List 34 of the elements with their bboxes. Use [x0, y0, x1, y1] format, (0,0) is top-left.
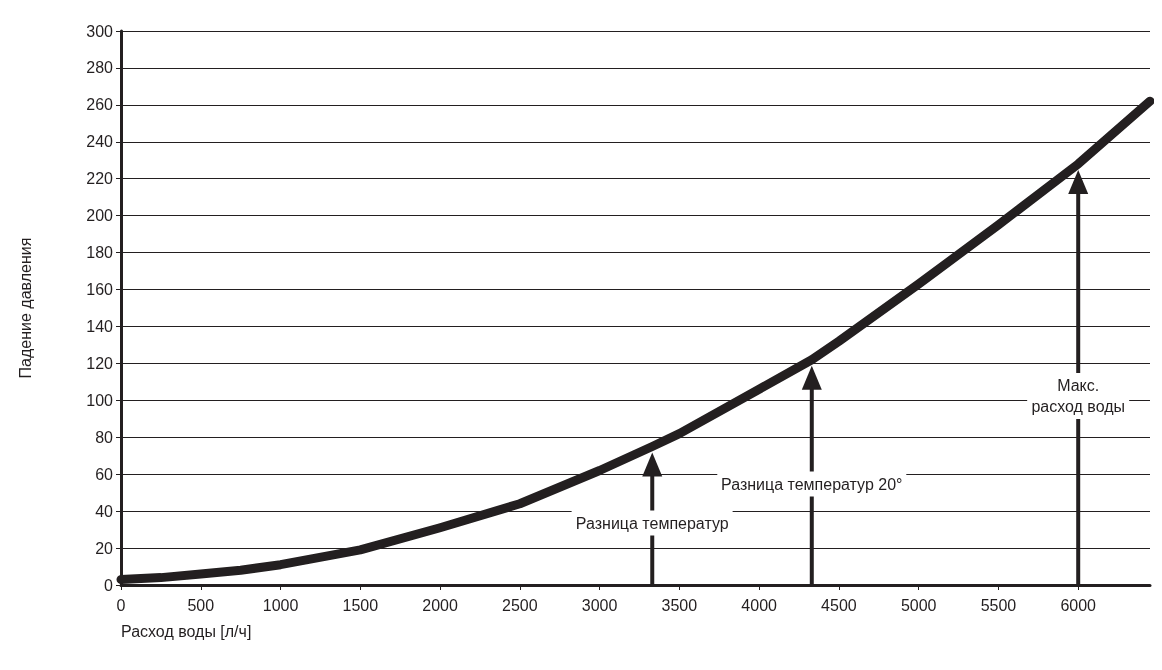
y-tick-label: 220 — [86, 170, 114, 188]
y-tick-label: 0 — [104, 576, 114, 594]
y-tick-label: 20 — [95, 539, 114, 557]
y-tick-label: 160 — [86, 281, 114, 299]
y-tick-label: 120 — [86, 354, 114, 372]
y-tick-label: 60 — [95, 465, 114, 483]
x-tick-label: 1000 — [262, 596, 299, 614]
x-tick-label: 6000 — [1060, 596, 1097, 614]
x-tick-label: 0 — [116, 596, 126, 614]
x-tick-label: 3500 — [661, 596, 698, 614]
y-tick-label: 80 — [95, 428, 114, 446]
y-tick-label: 260 — [86, 96, 114, 114]
x-axis-title: Расход воды [л/ч] — [121, 622, 252, 640]
x-tick-label: 2500 — [502, 596, 538, 614]
y-tick-label: 40 — [95, 502, 114, 520]
x-tick-label: 1500 — [342, 596, 379, 614]
x-tick-label: 2000 — [422, 596, 458, 614]
y-tick-label: 100 — [86, 391, 114, 409]
y-tick-label: 300 — [86, 22, 114, 40]
y-axis-title: Падение давления — [16, 237, 34, 379]
x-tick-label: 4500 — [821, 596, 857, 614]
ref-line-label: Разница температур 20° — [717, 471, 907, 497]
x-tick-label: 3000 — [581, 596, 618, 614]
x-tick-label: 500 — [187, 596, 215, 614]
y-tick-label: 280 — [86, 59, 114, 77]
y-tick-label: 140 — [86, 317, 114, 335]
x-tick-label: 4000 — [741, 596, 778, 614]
ref-line-label: Разница температур — [571, 510, 733, 536]
y-tick-label: 180 — [86, 244, 114, 262]
ref-line-label: Макс. расход воды — [1027, 372, 1130, 419]
y-tick-label: 200 — [86, 207, 114, 225]
x-tick-label: 5500 — [980, 596, 1017, 614]
x-tick-label: 5000 — [900, 596, 937, 614]
y-tick-label: 240 — [86, 133, 114, 151]
